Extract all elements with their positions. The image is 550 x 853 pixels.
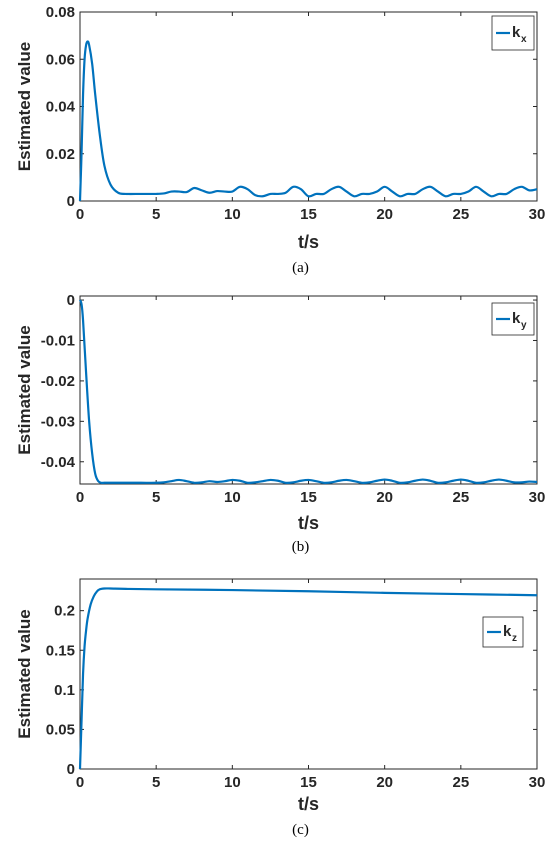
x-tick-label: 10 — [224, 774, 241, 791]
x-tick-label: 15 — [300, 774, 317, 791]
series-line-2 — [78, 299, 538, 485]
y-tick-label: -0.03 — [41, 413, 75, 430]
x-tick-label: 0 — [76, 489, 84, 506]
y-tick-label: 0.06 — [46, 51, 75, 68]
plot-area-3 — [79, 578, 538, 770]
y-tick-label: 0.1 — [54, 682, 75, 699]
y-tick-label: -0.02 — [41, 373, 75, 390]
x-tick-label: 30 — [529, 774, 546, 791]
y-tick-label: -0.01 — [41, 332, 75, 349]
x-tick-label: 20 — [376, 489, 393, 506]
x-tick-label: 20 — [376, 774, 393, 791]
legend-label-subscript: y — [521, 320, 527, 331]
x-tick-label: 30 — [529, 489, 546, 506]
legend-label-subscript: z — [512, 633, 517, 644]
x-axis-label: t/s — [298, 232, 319, 252]
legend-label-subscript: x — [521, 34, 527, 45]
x-tick-label: 25 — [452, 489, 469, 506]
panel-caption: (b) — [292, 539, 310, 555]
y-tick-label: 0.15 — [46, 642, 75, 659]
y-tick-label: 0.02 — [46, 146, 75, 163]
y-axis-label: Estimated value — [15, 609, 34, 738]
x-tick-label: 5 — [152, 489, 160, 506]
x-tick-label: 15 — [300, 206, 317, 223]
x-tick-label: 5 — [152, 774, 160, 791]
legend-label: k — [512, 24, 521, 41]
plot-area-1 — [79, 11, 538, 202]
y-tick-label: 0 — [67, 761, 75, 778]
legend-label: k — [512, 310, 521, 327]
x-tick-label: 20 — [376, 206, 393, 223]
x-tick-label: 25 — [452, 774, 469, 791]
legend-label: k — [503, 623, 512, 640]
x-axis-label: t/s — [298, 794, 319, 814]
panel-caption: (c) — [292, 822, 309, 838]
x-tick-label: 0 — [76, 774, 84, 791]
series-line-3 — [78, 587, 538, 770]
y-tick-label: 0.2 — [54, 603, 75, 620]
series-line-1 — [78, 40, 538, 202]
panel-caption: (a) — [292, 260, 309, 276]
x-axis-label: t/s — [298, 513, 319, 533]
y-axis-label: Estimated value — [15, 325, 34, 454]
y-tick-label: 0.08 — [46, 4, 75, 21]
x-tick-label: 30 — [529, 206, 546, 223]
y-tick-label: -0.04 — [41, 454, 76, 471]
y-tick-label: 0.05 — [46, 721, 75, 738]
y-axis-label: Estimated value — [15, 42, 34, 171]
x-tick-label: 25 — [452, 206, 469, 223]
y-tick-label: 0.04 — [46, 99, 76, 116]
x-tick-label: 15 — [300, 489, 317, 506]
plot-area-2 — [79, 295, 538, 485]
x-tick-label: 0 — [76, 206, 84, 223]
x-tick-label: 5 — [152, 206, 160, 223]
x-tick-label: 10 — [224, 489, 241, 506]
y-tick-label: 0 — [67, 193, 75, 210]
y-tick-label: 0 — [67, 292, 75, 309]
x-tick-label: 10 — [224, 206, 241, 223]
